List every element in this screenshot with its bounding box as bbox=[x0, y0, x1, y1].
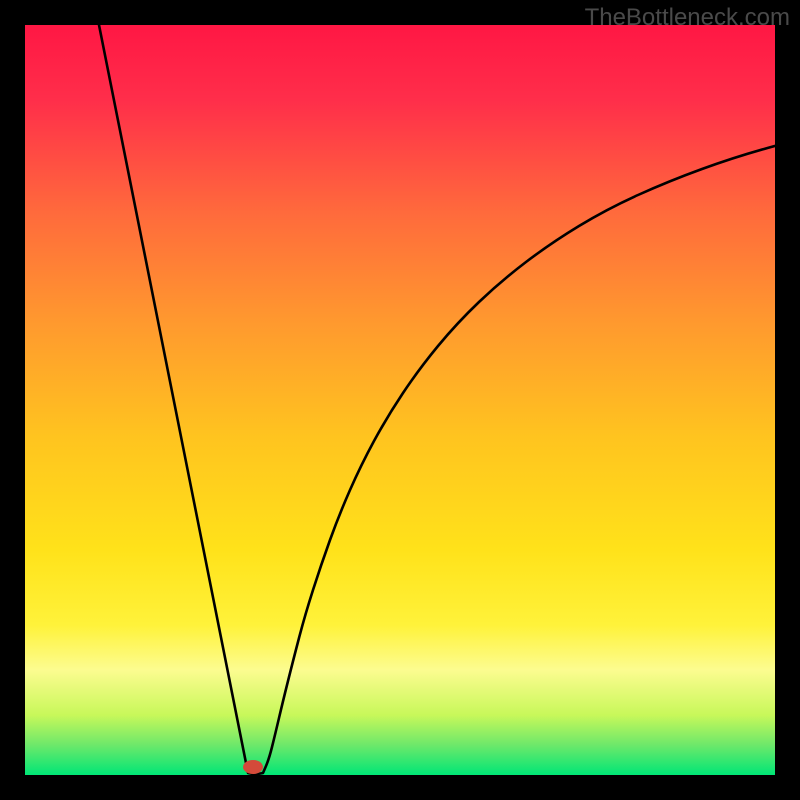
plot-background bbox=[25, 25, 775, 775]
chart-container: TheBottleneck.com bbox=[0, 0, 800, 800]
watermark-text: TheBottleneck.com bbox=[585, 4, 790, 32]
bottleneck-chart bbox=[0, 0, 800, 800]
minimum-marker bbox=[243, 760, 263, 774]
